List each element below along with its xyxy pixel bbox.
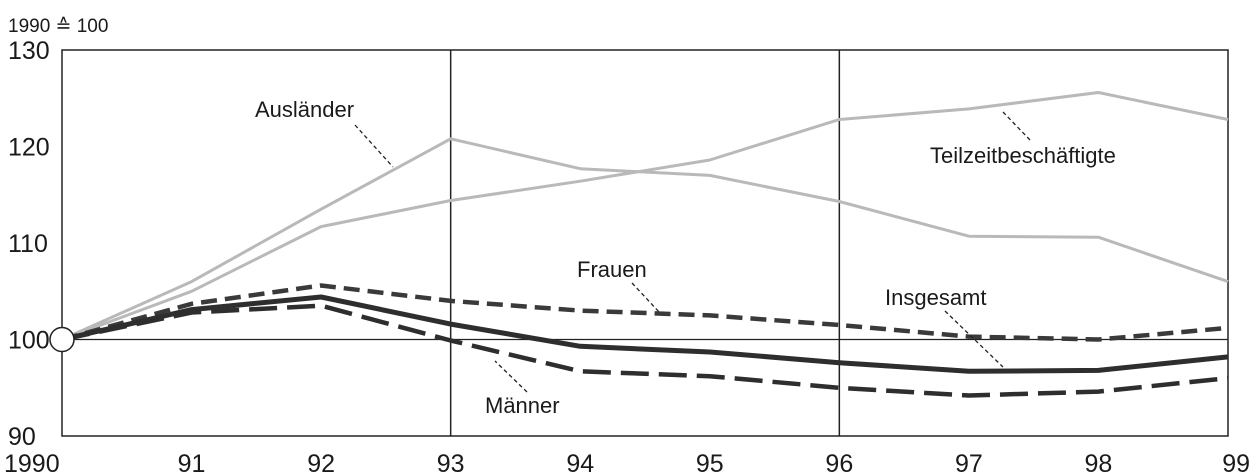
x-tick-label: 99 bbox=[1222, 450, 1250, 474]
x-tick-label: 93 bbox=[437, 450, 465, 474]
x-tick-label: 98 bbox=[1085, 450, 1113, 474]
y-tick-label: 120 bbox=[8, 134, 50, 162]
leader-line bbox=[354, 124, 394, 168]
y-tick-label: 110 bbox=[8, 230, 48, 258]
series-line-Insgesamt bbox=[61, 294, 1229, 374]
series-line-Teilzeitbeschäftigte bbox=[61, 91, 1229, 341]
x-tick-label: 97 bbox=[955, 450, 983, 474]
x-tick-label: 91 bbox=[178, 450, 206, 474]
y-tick-label: 100 bbox=[8, 327, 50, 355]
series-label: Teilzeitbeschäftigte bbox=[930, 143, 1116, 168]
x-tick-label: 92 bbox=[307, 450, 335, 474]
leader-line bbox=[494, 360, 528, 393]
series-label: Ausländer bbox=[255, 97, 354, 122]
plot-frame bbox=[61, 49, 1229, 437]
series-label: Männer bbox=[485, 393, 560, 418]
series-line-Frauen bbox=[61, 283, 1229, 342]
leader-line bbox=[1002, 111, 1031, 141]
x-tick-label: 95 bbox=[696, 450, 724, 474]
origin-marker bbox=[49, 326, 75, 353]
leader-line bbox=[631, 282, 661, 314]
x-tick-label: 94 bbox=[566, 450, 594, 474]
y-tick-label: 90 bbox=[8, 423, 36, 451]
x-tick-label: 1990 bbox=[4, 450, 60, 474]
unit-label: 1990 ≙ 100 bbox=[8, 16, 108, 37]
y-tick-label: 130 bbox=[8, 37, 50, 65]
series-label: Insgesamt bbox=[885, 285, 987, 310]
x-tick-label: 96 bbox=[825, 450, 853, 474]
series-line-Männer bbox=[61, 303, 1229, 398]
series-label: Frauen bbox=[577, 257, 647, 282]
